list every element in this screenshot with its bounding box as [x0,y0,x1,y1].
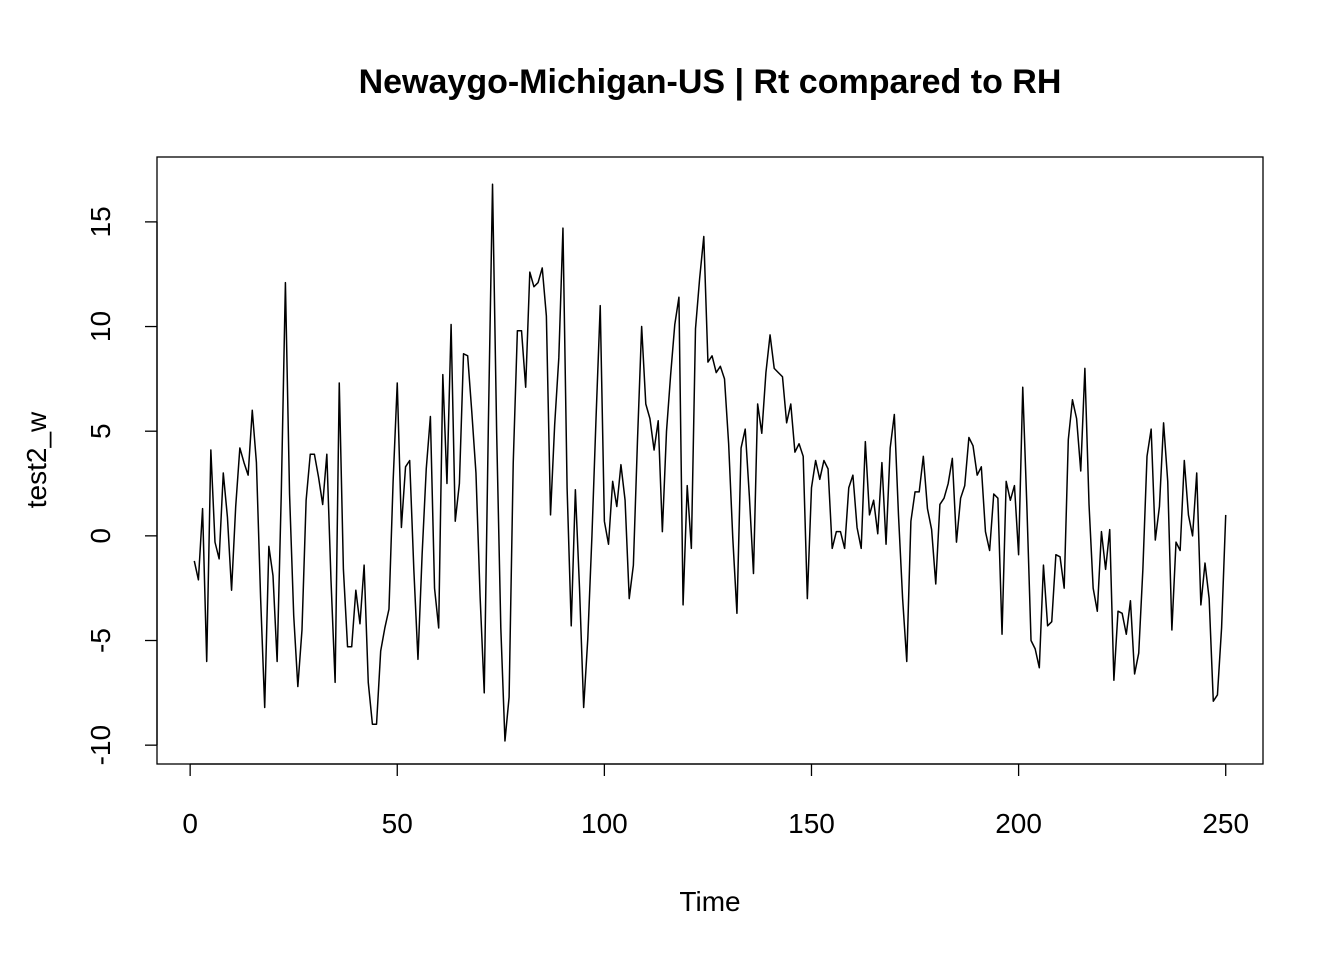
x-tick-label: 250 [1202,808,1249,839]
chart-title: Newaygo-Michigan-US | Rt compared to RH [359,63,1062,101]
y-tick-label: 10 [85,311,116,342]
x-tick-label: 0 [182,808,198,839]
y-tick-label: -5 [85,628,116,653]
x-axis-label: Time [679,886,740,917]
plot-area-frame [156,156,1264,765]
x-tick-label: 200 [995,808,1042,839]
x-tick-label: 100 [581,808,628,839]
y-tick-label: -10 [85,725,116,765]
y-tick-label: 0 [85,528,116,544]
y-tick-label: 5 [85,423,116,439]
x-axis: 0 50 100 150 200 250 [182,763,1249,839]
y-axis-label: test2_w [21,411,52,508]
series-line-test2-w [193,183,1227,742]
y-axis: -10 -5 0 5 10 15 [85,206,158,765]
x-tick-label: 150 [788,808,835,839]
y-tick-label: 15 [85,206,116,237]
x-tick-label: 50 [382,808,413,839]
